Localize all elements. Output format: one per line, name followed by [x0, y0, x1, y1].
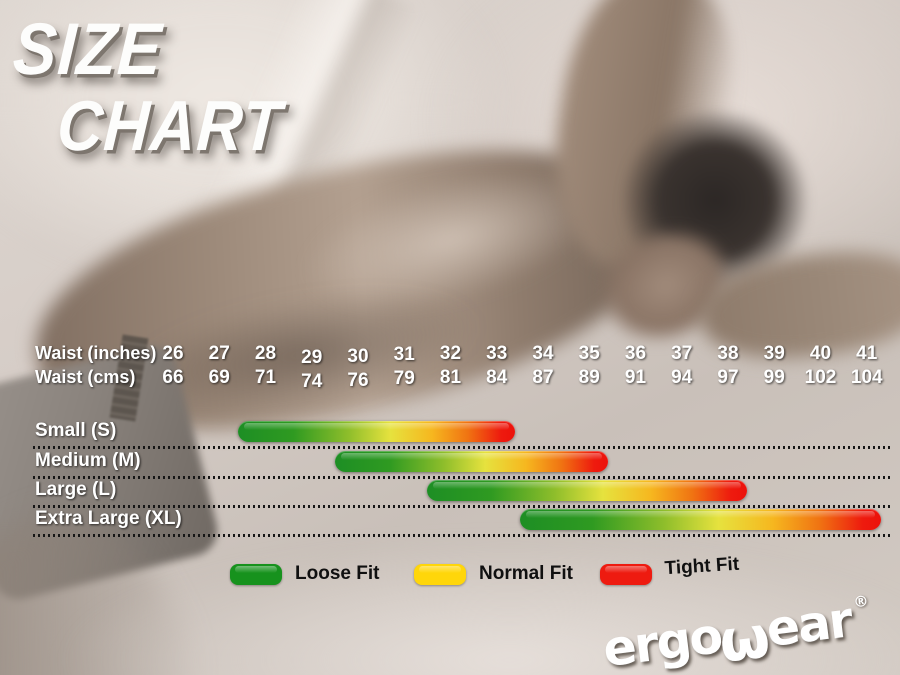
waist-value: 84 — [486, 367, 508, 388]
waist-value: 30 — [347, 346, 369, 367]
model-arm-shape — [537, 0, 753, 282]
fit-range-bar — [519, 509, 881, 530]
waist-value: 33 — [486, 343, 508, 364]
title-chart: CHART — [55, 86, 285, 166]
model-chest-highlight — [289, 145, 611, 335]
model-hair-shape — [620, 108, 810, 293]
legend-swatch-icon — [414, 563, 466, 585]
waist-value: 81 — [439, 367, 462, 388]
waist-value: 79 — [393, 368, 415, 389]
waist-value: 32 — [439, 343, 462, 364]
logo-text-ergo: ergo — [599, 607, 725, 675]
waist-value: 29 — [301, 347, 323, 368]
logo-text-ear: ear — [763, 591, 855, 659]
waist-cms-row: 66 69 71 74 76 79 81 84 87 89 91 94 97 99 102 104 — [150, 367, 890, 392]
fit-range-bar — [334, 451, 608, 472]
fit-range-bar — [237, 421, 516, 442]
waist-value: 91 — [624, 367, 647, 388]
waist-value: 104 — [850, 367, 883, 388]
waist-value: 87 — [532, 367, 554, 388]
model-face-shape — [579, 205, 753, 366]
waist-value: 31 — [393, 344, 415, 365]
size-row-label: Small (S) — [35, 420, 117, 441]
row-separator — [33, 534, 893, 537]
legend-item: Loose Fit — [230, 563, 379, 585]
title-size: SIZE — [10, 9, 165, 91]
legend-label: Tight Fit — [663, 553, 740, 580]
waist-value: 38 — [717, 343, 739, 364]
waist-value: 97 — [717, 367, 739, 388]
waist-value: 74 — [301, 371, 323, 392]
waist-value: 34 — [532, 343, 554, 364]
waist-value: 40 — [809, 343, 832, 364]
waist-value: 99 — [763, 367, 785, 388]
bed-sheet-shape — [430, 0, 900, 300]
legend-label: Normal Fit — [479, 563, 573, 584]
waist-value: 69 — [208, 367, 230, 388]
waist-value: 37 — [671, 343, 693, 364]
waist-value: 26 — [162, 343, 184, 364]
legend-swatch-icon — [600, 563, 652, 585]
row-separator — [33, 476, 893, 479]
waist-value: 28 — [254, 343, 277, 364]
size-row-label: Extra Large (XL) — [35, 508, 182, 529]
waist-inches-row: 26 27 28 29 30 31 32 33 34 35 36 37 38 39 40 41 — [150, 343, 890, 368]
waist-value: 102 — [804, 367, 837, 388]
registered-trademark-icon: ® — [852, 591, 870, 612]
waist-inches-label: Waist (inches) — [35, 343, 157, 363]
ergowear-logo: ergoωear® — [599, 580, 874, 675]
waist-value: 89 — [578, 367, 600, 388]
waist-value: 35 — [578, 343, 600, 364]
row-separator — [33, 446, 893, 449]
waist-value: 94 — [671, 367, 693, 388]
waist-value: 27 — [208, 343, 230, 364]
waist-value: 66 — [162, 367, 184, 388]
waist-value: 76 — [347, 370, 369, 391]
row-separator — [33, 505, 893, 508]
waist-cms-label: Waist (cms) — [35, 367, 136, 387]
waist-value: 71 — [254, 367, 277, 388]
size-row-label: Medium (M) — [35, 450, 141, 471]
fit-range-bar — [427, 480, 747, 501]
size-row-label: Large (L) — [35, 479, 117, 500]
legend-item: Tight Fit — [600, 554, 740, 585]
waist-value: 36 — [624, 343, 647, 364]
waist-value: 41 — [856, 343, 878, 364]
legend-label: Loose Fit — [295, 563, 380, 584]
legend-swatch-icon — [230, 563, 282, 585]
legend-item: Normal Fit — [414, 563, 573, 585]
page-title: SIZE CHART — [11, 8, 285, 165]
logo-w-glyph: ω — [715, 602, 774, 675]
waist-value: 39 — [763, 343, 785, 364]
